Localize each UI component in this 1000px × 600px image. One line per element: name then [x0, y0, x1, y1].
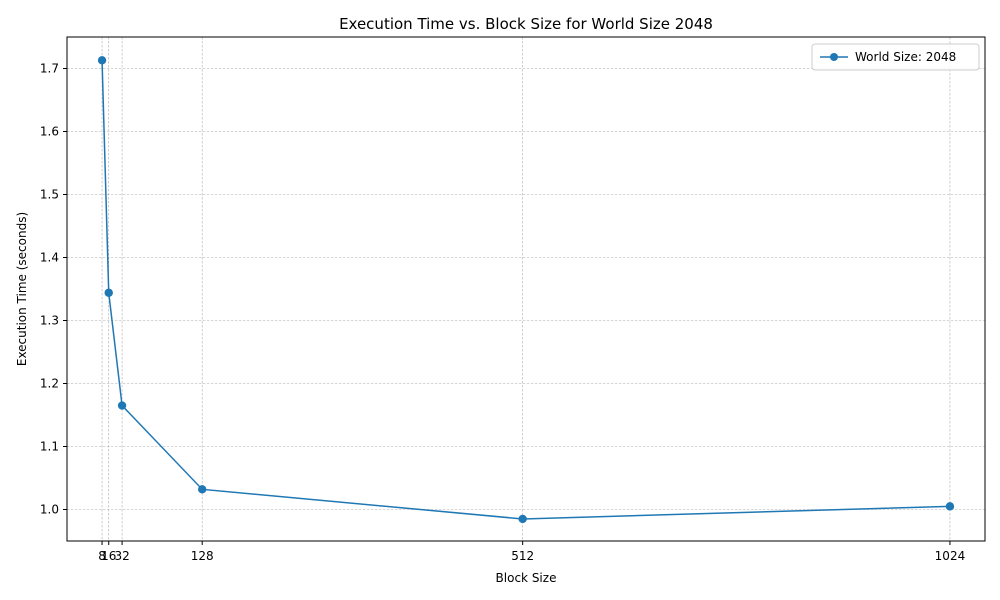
- y-tick-label: 1.4: [40, 251, 59, 265]
- legend-entry-label: World Size: 2048: [855, 50, 956, 64]
- x-tick-label: 32: [114, 549, 129, 563]
- y-axis-label: Execution Time (seconds): [15, 212, 29, 366]
- y-ticks: 1.0 1.1 1.2 1.3 1.4 1.5 1.6 1.7: [40, 62, 67, 517]
- data-point: [197, 485, 207, 494]
- data-point: [518, 514, 527, 524]
- y-tick-label: 1.3: [40, 314, 59, 328]
- x-tick-label: 8: [98, 549, 106, 563]
- legend-marker: [830, 53, 838, 61]
- x-axis-label: Block Size: [496, 571, 557, 585]
- data-point: [97, 56, 107, 65]
- x-tick-label: 1024: [935, 549, 966, 563]
- y-tick-label: 1.6: [40, 125, 59, 139]
- chart-title: Execution Time vs. Block Size for World …: [339, 15, 713, 33]
- y-tick-label: 1.2: [40, 377, 59, 391]
- y-tick-label: 1.0: [40, 503, 59, 517]
- data-point: [104, 288, 113, 297]
- data-point: [117, 401, 127, 410]
- data-point: [945, 502, 955, 511]
- x-tick-label: 512: [511, 549, 534, 563]
- y-tick-label: 1.5: [40, 188, 59, 202]
- y-tick-label: 1.7: [40, 62, 59, 76]
- grid-layer: [67, 37, 985, 541]
- x-tick-label: 128: [191, 549, 214, 563]
- y-tick-label: 1.1: [40, 440, 59, 454]
- plot-frame: [66, 36, 986, 542]
- legend: World Size: 2048: [811, 43, 980, 71]
- series-layer: [97, 56, 955, 524]
- series-line: [101, 60, 950, 520]
- legend-box: [811, 43, 980, 71]
- x-tick-label: 16: [101, 549, 116, 563]
